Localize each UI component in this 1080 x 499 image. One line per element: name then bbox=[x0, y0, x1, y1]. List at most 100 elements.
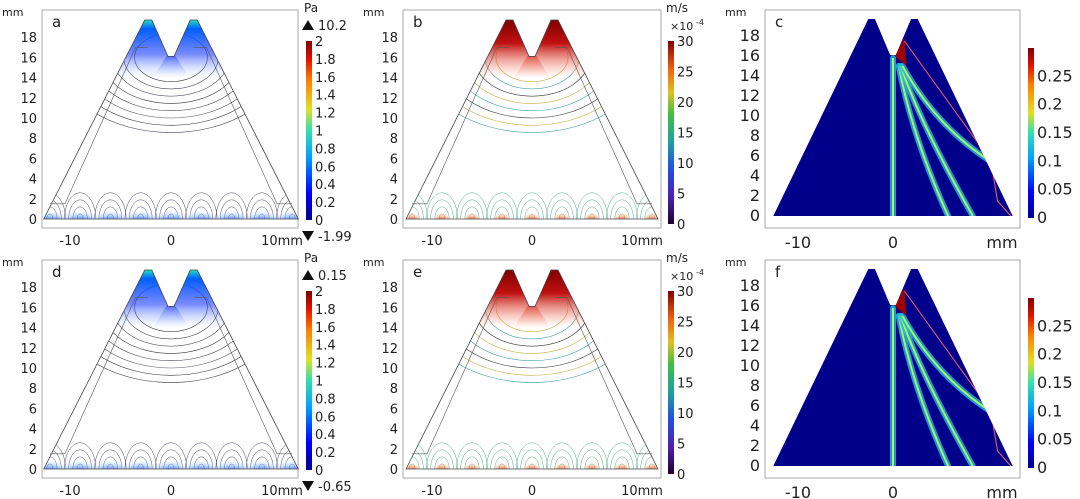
contour-line bbox=[133, 206, 149, 220]
y-tick-label: 14 bbox=[740, 316, 760, 335]
panel-label: b bbox=[413, 13, 423, 31]
y-tick-label: 16 bbox=[740, 46, 760, 65]
source-spot bbox=[185, 457, 218, 469]
y-tick-label: 4 bbox=[29, 423, 37, 438]
source-spot bbox=[245, 457, 278, 469]
contour-line bbox=[606, 192, 638, 220]
colorbar-tick-label: 0.6 bbox=[315, 160, 336, 175]
source-spot bbox=[155, 457, 187, 469]
source-spot bbox=[94, 457, 127, 469]
contour-line bbox=[456, 192, 488, 220]
y-unit-label: mm bbox=[725, 6, 746, 19]
colorbar-tick-label: 15 bbox=[677, 377, 694, 392]
colorbar-tick-label: 0.2 bbox=[1037, 345, 1062, 364]
contour-line bbox=[133, 456, 149, 469]
concentration-streak-core bbox=[901, 65, 991, 162]
colorbar-tick-label: 25 bbox=[677, 316, 694, 331]
y-tick-label: 18 bbox=[381, 31, 398, 46]
contour-line bbox=[124, 192, 157, 220]
y-tick-label: 8 bbox=[750, 126, 760, 145]
boundary-streak bbox=[903, 290, 1012, 466]
source-spot bbox=[43, 457, 66, 469]
colorbar-unit: Pa bbox=[304, 1, 318, 15]
colorbar-tick-label: 0.8 bbox=[315, 142, 336, 157]
contour-line bbox=[614, 456, 630, 469]
source-spot bbox=[124, 457, 157, 469]
y-tick-label: 10 bbox=[381, 112, 398, 127]
y-tick-label: 10 bbox=[740, 106, 760, 125]
colorbar-tick-label: 5 bbox=[677, 438, 685, 453]
x-tick-label: 0 bbox=[167, 234, 175, 249]
contour-line bbox=[464, 456, 480, 469]
contour-line bbox=[524, 456, 540, 469]
colorbar-tick-label: 0 bbox=[677, 468, 685, 483]
colorbar-tick-label: 0.4 bbox=[315, 178, 336, 193]
contour-line bbox=[524, 206, 540, 220]
colorbar-tick-label: 15 bbox=[677, 127, 694, 142]
y-tick-label: 16 bbox=[381, 51, 398, 66]
y-tick-label: 10 bbox=[381, 362, 398, 377]
x-tick-label: 10mm bbox=[621, 234, 663, 249]
y-tick-label: 16 bbox=[381, 301, 398, 316]
colorbar-tick-label: 25 bbox=[677, 66, 694, 81]
contour-line bbox=[245, 192, 278, 220]
colorbar-tick-label: 1.6 bbox=[315, 321, 336, 336]
y-tick-label: 4 bbox=[750, 166, 760, 185]
y-unit-label: mm bbox=[2, 256, 23, 269]
min-value: -1.99 bbox=[318, 230, 352, 245]
y-tick-label: 6 bbox=[750, 396, 760, 415]
contour-line bbox=[426, 192, 458, 220]
y-tick-label: 14 bbox=[381, 72, 398, 87]
domain-outline bbox=[405, 269, 659, 470]
y-tick-label: 6 bbox=[29, 402, 37, 417]
contour-line bbox=[224, 206, 240, 220]
max-value: 10.2 bbox=[318, 19, 347, 34]
contour-line bbox=[494, 206, 510, 220]
concentration-streak-core bbox=[901, 315, 991, 412]
colorbar-tick-label: 0.1 bbox=[1037, 151, 1062, 170]
x-tick-label: 10mm bbox=[261, 234, 303, 249]
x-tick-label: -10 bbox=[785, 233, 811, 252]
y-tick-label: 2 bbox=[29, 193, 37, 208]
y-tick-label: 0 bbox=[29, 213, 37, 228]
x-tick-label: mm bbox=[986, 233, 1017, 252]
inlet-high-region bbox=[894, 38, 907, 66]
source-spot bbox=[645, 461, 658, 469]
source-spot bbox=[495, 461, 509, 469]
colorbar-tick-label: 1.4 bbox=[315, 89, 336, 104]
y-tick-label: 6 bbox=[390, 402, 398, 417]
contour-line bbox=[193, 206, 209, 220]
y-tick-label: 6 bbox=[750, 146, 760, 165]
x-tick-label: -10 bbox=[785, 483, 811, 499]
y-tick-label: 12 bbox=[740, 86, 760, 105]
min-triangle-icon bbox=[302, 481, 314, 491]
inner-boundary bbox=[194, 46, 293, 205]
contour-line bbox=[102, 206, 118, 220]
y-tick-label: 12 bbox=[20, 92, 37, 107]
y-tick-label: 18 bbox=[740, 26, 760, 45]
panel-label: d bbox=[52, 263, 62, 281]
colorbar-tick-label: 0 bbox=[1037, 458, 1047, 477]
colorbar bbox=[668, 41, 674, 224]
colorbar-tick-label: 30 bbox=[677, 285, 694, 300]
y-tick-label: 2 bbox=[750, 436, 760, 455]
colorbar bbox=[668, 291, 674, 474]
source-spot bbox=[555, 461, 569, 469]
domain-outline bbox=[43, 269, 299, 470]
y-tick-label: 4 bbox=[390, 173, 398, 188]
contour-line bbox=[94, 192, 127, 220]
colorbar-exponent: -4 bbox=[696, 268, 704, 277]
inner-boundary bbox=[412, 296, 509, 455]
y-tick-label: 18 bbox=[740, 276, 760, 295]
contour-line bbox=[72, 456, 88, 469]
x-tick-label: mm bbox=[986, 483, 1017, 499]
colorbar bbox=[1028, 298, 1034, 468]
inner-boundary bbox=[194, 296, 293, 455]
y-tick-label: 18 bbox=[20, 281, 37, 296]
panel-label: a bbox=[52, 13, 61, 31]
y-tick-label: 6 bbox=[29, 152, 37, 167]
contour-line bbox=[254, 456, 270, 469]
y-tick-label: 14 bbox=[381, 322, 398, 337]
colorbar-tick-label: 30 bbox=[677, 35, 694, 50]
